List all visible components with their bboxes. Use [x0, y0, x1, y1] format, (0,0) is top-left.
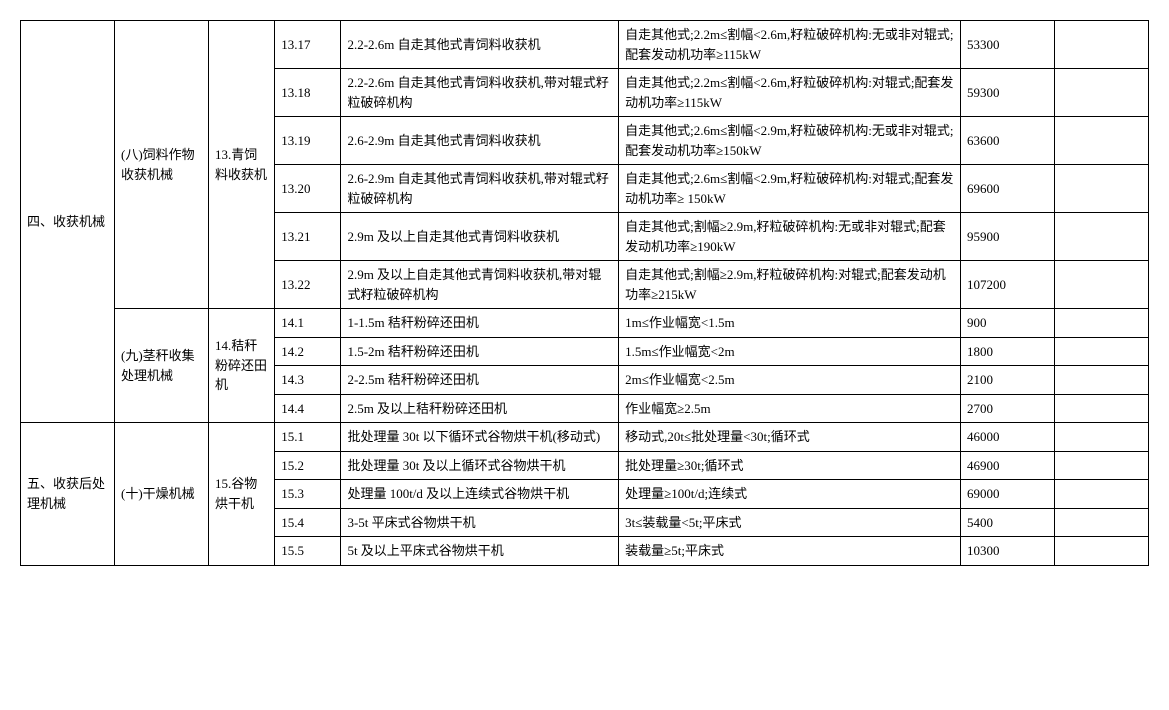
- table-cell-c4: 13.21: [275, 213, 341, 261]
- table-cell-c7: 2100: [960, 366, 1054, 395]
- table-cell-c4: 13.17: [275, 21, 341, 69]
- table-cell-c4: 13.18: [275, 69, 341, 117]
- table-cell-c6: 自走其他式;割幅≥2.9m,籽粒破碎机构:无或非对辊式;配套发动机功率≥190k…: [619, 213, 961, 261]
- table-cell-c4: 14.1: [275, 309, 341, 338]
- table-cell-c7: 10300: [960, 537, 1054, 566]
- table-cell-c8: [1054, 165, 1148, 213]
- table-cell-c4: 15.3: [275, 480, 341, 509]
- table-cell-c5: 批处理量 30t 以下循环式谷物烘干机(移动式): [341, 423, 619, 452]
- table-cell-c5: 2-2.5m 秸秆粉碎还田机: [341, 366, 619, 395]
- table-cell-c5: 2.9m 及以上自走其他式青饲料收获机,带对辊式籽粒破碎机构: [341, 261, 619, 309]
- table-cell-c8: [1054, 21, 1148, 69]
- table-cell-c5: 批处理量 30t 及以上循环式谷物烘干机: [341, 451, 619, 480]
- subsidy-table: 四、收获机械(八)饲料作物收获机械13.青饲料收获机13.172.2-2.6m …: [20, 20, 1149, 566]
- table-cell-c6: 1.5m≤作业幅宽<2m: [619, 337, 961, 366]
- table-cell-c7: 53300: [960, 21, 1054, 69]
- table-cell-c6: 处理量≥100t/d;连续式: [619, 480, 961, 509]
- table-cell-c8: [1054, 423, 1148, 452]
- table-cell-c4: 14.2: [275, 337, 341, 366]
- table-cell-c8: [1054, 261, 1148, 309]
- table-cell-c2: (十)干燥机械: [115, 423, 209, 566]
- table-cell-c5: 2.6-2.9m 自走其他式青饲料收获机: [341, 117, 619, 165]
- table-cell-c8: [1054, 366, 1148, 395]
- table-cell-c6: 作业幅宽≥2.5m: [619, 394, 961, 423]
- table-cell-c7: 69600: [960, 165, 1054, 213]
- table-cell-c6: 3t≤装载量<5t;平床式: [619, 508, 961, 537]
- table-cell-c6: 2m≤作业幅宽<2.5m: [619, 366, 961, 395]
- table-cell-c3: 15.谷物烘干机: [209, 423, 275, 566]
- table-cell-c5: 5t 及以上平床式谷物烘干机: [341, 537, 619, 566]
- table-cell-c6: 自走其他式;2.2m≤割幅<2.6m,籽粒破碎机构:无或非对辊式;配套发动机功率…: [619, 21, 961, 69]
- table-cell-c8: [1054, 537, 1148, 566]
- table-cell-c5: 2.2-2.6m 自走其他式青饲料收获机: [341, 21, 619, 69]
- table-cell-c7: 2700: [960, 394, 1054, 423]
- table-cell-c6: 移动式,20t≤批处理量<30t;循环式: [619, 423, 961, 452]
- table-row: 四、收获机械(八)饲料作物收获机械13.青饲料收获机13.172.2-2.6m …: [21, 21, 1149, 69]
- table-cell-c8: [1054, 394, 1148, 423]
- table-cell-c7: 107200: [960, 261, 1054, 309]
- table-cell-c7: 63600: [960, 117, 1054, 165]
- table-cell-c7: 900: [960, 309, 1054, 338]
- table-cell-c6: 1m≤作业幅宽<1.5m: [619, 309, 961, 338]
- table-cell-c3: 14.秸秆粉碎还田机: [209, 309, 275, 423]
- table-row: 五、收获后处理机械(十)干燥机械15.谷物烘干机15.1批处理量 30t 以下循…: [21, 423, 1149, 452]
- table-cell-c8: [1054, 213, 1148, 261]
- table-cell-c6: 自走其他式;2.2m≤割幅<2.6m,籽粒破碎机构:对辊式;配套发动机功率≥11…: [619, 69, 961, 117]
- table-cell-c5: 2.2-2.6m 自走其他式青饲料收获机,带对辊式籽粒破碎机构: [341, 69, 619, 117]
- table-cell-c6: 自走其他式;2.6m≤割幅<2.9m,籽粒破碎机构:无或非对辊式;配套发动机功率…: [619, 117, 961, 165]
- table-cell-c8: [1054, 69, 1148, 117]
- table-cell-c4: 15.1: [275, 423, 341, 452]
- table-cell-c3: 13.青饲料收获机: [209, 21, 275, 309]
- table-cell-c5: 1-1.5m 秸秆粉碎还田机: [341, 309, 619, 338]
- table-cell-c2: (九)茎秆收集处理机械: [115, 309, 209, 423]
- table-cell-c5: 2.6-2.9m 自走其他式青饲料收获机,带对辊式籽粒破碎机构: [341, 165, 619, 213]
- table-cell-c4: 15.4: [275, 508, 341, 537]
- table-cell-c8: [1054, 117, 1148, 165]
- table-cell-c4: 14.4: [275, 394, 341, 423]
- table-cell-c7: 59300: [960, 69, 1054, 117]
- table-row: (九)茎秆收集处理机械14.秸秆粉碎还田机14.11-1.5m 秸秆粉碎还田机1…: [21, 309, 1149, 338]
- table-cell-c7: 69000: [960, 480, 1054, 509]
- table-cell-c6: 装载量≥5t;平床式: [619, 537, 961, 566]
- table-cell-c8: [1054, 480, 1148, 509]
- table-cell-c8: [1054, 451, 1148, 480]
- table-cell-c1: 四、收获机械: [21, 21, 115, 423]
- table-cell-c6: 自走其他式;割幅≥2.9m,籽粒破碎机构:对辊式;配套发动机功率≥215kW: [619, 261, 961, 309]
- table-cell-c8: [1054, 508, 1148, 537]
- table-cell-c4: 13.22: [275, 261, 341, 309]
- table-cell-c4: 14.3: [275, 366, 341, 395]
- table-cell-c2: (八)饲料作物收获机械: [115, 21, 209, 309]
- table-cell-c7: 95900: [960, 213, 1054, 261]
- table-cell-c1: 五、收获后处理机械: [21, 423, 115, 566]
- table-cell-c8: [1054, 337, 1148, 366]
- table-cell-c5: 2.5m 及以上秸秆粉碎还田机: [341, 394, 619, 423]
- table-cell-c5: 3-5t 平床式谷物烘干机: [341, 508, 619, 537]
- table-cell-c7: 5400: [960, 508, 1054, 537]
- table-cell-c7: 46900: [960, 451, 1054, 480]
- table-cell-c5: 2.9m 及以上自走其他式青饲料收获机: [341, 213, 619, 261]
- table-body: 四、收获机械(八)饲料作物收获机械13.青饲料收获机13.172.2-2.6m …: [21, 21, 1149, 566]
- table-cell-c4: 15.5: [275, 537, 341, 566]
- table-cell-c7: 46000: [960, 423, 1054, 452]
- table-cell-c4: 15.2: [275, 451, 341, 480]
- table-cell-c6: 自走其他式;2.6m≤割幅<2.9m,籽粒破碎机构:对辊式;配套发动机功率≥ 1…: [619, 165, 961, 213]
- table-cell-c4: 13.20: [275, 165, 341, 213]
- table-cell-c7: 1800: [960, 337, 1054, 366]
- table-cell-c5: 处理量 100t/d 及以上连续式谷物烘干机: [341, 480, 619, 509]
- table-cell-c4: 13.19: [275, 117, 341, 165]
- table-cell-c8: [1054, 309, 1148, 338]
- table-cell-c6: 批处理量≥30t;循环式: [619, 451, 961, 480]
- table-cell-c5: 1.5-2m 秸秆粉碎还田机: [341, 337, 619, 366]
